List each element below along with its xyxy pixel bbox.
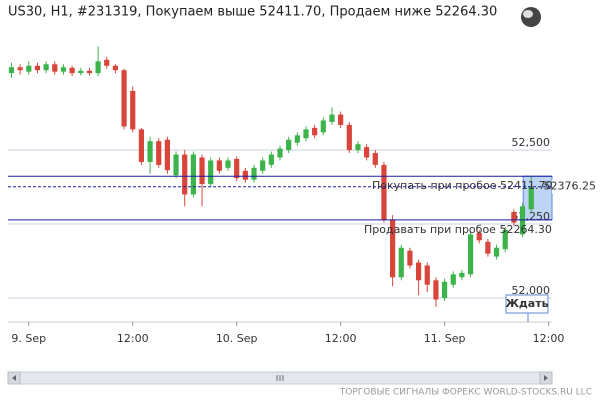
candle-body bbox=[251, 167, 257, 180]
candle-body bbox=[121, 70, 127, 127]
candle-body bbox=[294, 135, 300, 143]
level-label: Покупать при пробое 52411.70 bbox=[372, 179, 552, 192]
x-tick-label: 12:00 bbox=[117, 332, 149, 345]
candle-body bbox=[519, 206, 526, 235]
scroll-grip[interactable] bbox=[276, 375, 284, 381]
candle-body bbox=[320, 120, 326, 133]
candle-body bbox=[381, 164, 387, 220]
candle-body bbox=[182, 154, 188, 195]
candle-body bbox=[407, 250, 413, 266]
candle-body bbox=[485, 241, 491, 254]
candle-body bbox=[467, 234, 474, 275]
footer: ТОРГОВЫЕ СИГНАЛЫ ФОРЕКС WORLD-STOCKS.RU … bbox=[339, 388, 592, 398]
y-tick-label: 52,000 bbox=[512, 284, 551, 297]
x-tick-label: 12:00 bbox=[325, 332, 357, 345]
candle-body bbox=[78, 70, 84, 74]
candle-body bbox=[216, 160, 222, 171]
candle-body bbox=[312, 127, 318, 136]
candle-body bbox=[199, 157, 205, 185]
price-tag bbox=[552, 179, 598, 194]
candle-body bbox=[260, 160, 266, 171]
candle-body bbox=[130, 90, 136, 130]
scrollbar[interactable] bbox=[7, 371, 553, 385]
candle-body bbox=[303, 129, 309, 139]
x-tick-label: 9. Sep bbox=[11, 332, 46, 345]
candle-body bbox=[459, 272, 465, 278]
candle-body bbox=[225, 160, 231, 168]
candle-body bbox=[147, 141, 153, 162]
candle-body bbox=[34, 65, 41, 71]
chart-title: US30, H1, #231319, Покупаем выше 52411.7… bbox=[8, 5, 497, 20]
x-tick-label: 11. Sep bbox=[424, 332, 466, 345]
candle-body bbox=[268, 154, 274, 165]
candle-body bbox=[112, 65, 119, 71]
candle-body bbox=[104, 59, 110, 66]
candle-body bbox=[26, 65, 32, 72]
candle-body bbox=[60, 67, 67, 72]
candle-body bbox=[372, 153, 378, 165]
candle-body bbox=[476, 232, 482, 241]
candle-body bbox=[398, 247, 404, 278]
candle-body bbox=[450, 274, 456, 285]
candle-body bbox=[511, 212, 517, 223]
candle-body bbox=[86, 70, 93, 74]
x-tick-label: 10. Sep bbox=[216, 332, 258, 345]
candle-body bbox=[164, 139, 170, 171]
candle-body bbox=[502, 229, 508, 250]
level-zone bbox=[522, 175, 553, 221]
candle-body bbox=[286, 139, 292, 151]
candle-body bbox=[138, 129, 144, 162]
candle-body bbox=[277, 148, 283, 158]
candle-body bbox=[208, 160, 214, 185]
signal-label: Ждать bbox=[505, 297, 548, 310]
candle-body bbox=[364, 147, 370, 158]
candle-body bbox=[190, 154, 196, 195]
candle-body bbox=[355, 144, 361, 151]
candle-body bbox=[390, 219, 396, 278]
candle-body bbox=[338, 114, 344, 125]
candle-body bbox=[433, 280, 439, 300]
candle-body bbox=[17, 67, 23, 71]
candle-body bbox=[441, 281, 448, 299]
x-tick-label: 12:00 bbox=[533, 332, 565, 345]
candle-body bbox=[69, 67, 75, 74]
candle-body bbox=[242, 170, 248, 180]
arrow-left bbox=[12, 375, 16, 381]
candle-body bbox=[95, 61, 101, 74]
y-tick-label: 52,500 bbox=[512, 136, 551, 149]
candle-body bbox=[416, 262, 422, 281]
price-tag-label: 52376.25 bbox=[544, 180, 597, 193]
candle-body bbox=[234, 158, 240, 179]
arrow-right bbox=[544, 375, 548, 381]
level-label: Продавать при пробое 52264.30 bbox=[364, 223, 552, 236]
candle-body bbox=[493, 247, 500, 257]
candle-body bbox=[43, 64, 49, 71]
candle-body bbox=[156, 141, 162, 165]
candle-body bbox=[8, 67, 15, 74]
globe-shine[interactable] bbox=[523, 10, 533, 18]
candle-body bbox=[329, 114, 335, 122]
candle-body bbox=[528, 186, 534, 210]
candle-body bbox=[173, 154, 179, 176]
globe-icon[interactable] bbox=[521, 7, 541, 27]
candle-body bbox=[346, 124, 352, 151]
signal-box bbox=[505, 294, 549, 314]
candle-body bbox=[424, 265, 430, 285]
candle-body bbox=[52, 64, 58, 72]
